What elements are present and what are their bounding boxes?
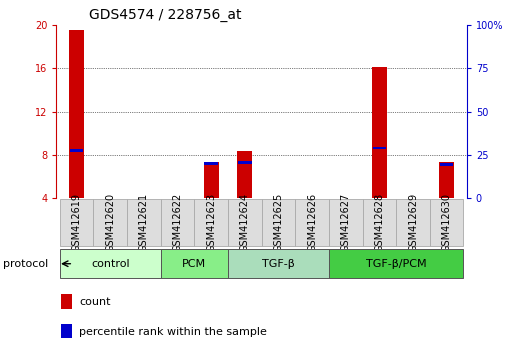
FancyBboxPatch shape [228,199,262,246]
Text: GSM412628: GSM412628 [374,193,384,252]
FancyBboxPatch shape [396,199,430,246]
FancyBboxPatch shape [295,199,329,246]
Text: GSM412630: GSM412630 [442,193,451,252]
Text: GSM412626: GSM412626 [307,193,317,252]
FancyBboxPatch shape [194,199,228,246]
FancyBboxPatch shape [329,199,363,246]
FancyBboxPatch shape [161,199,194,246]
Bar [372,147,386,149]
Text: TGF-β: TGF-β [262,259,295,269]
Text: protocol: protocol [3,259,48,269]
Text: GSM412627: GSM412627 [341,193,351,252]
Text: GSM412622: GSM412622 [172,193,183,252]
Text: GSM412619: GSM412619 [72,193,82,252]
Bar [440,163,453,166]
FancyBboxPatch shape [161,249,228,278]
Text: control: control [91,259,130,269]
Text: GSM412623: GSM412623 [206,193,216,252]
Text: GSM412621: GSM412621 [139,193,149,252]
FancyBboxPatch shape [127,199,161,246]
Bar [61,294,72,309]
Text: GSM412624: GSM412624 [240,193,250,252]
Text: percentile rank within the sample: percentile rank within the sample [79,327,267,337]
Bar [61,324,72,338]
Text: GSM412629: GSM412629 [408,193,418,252]
Text: TGF-β/PCM: TGF-β/PCM [366,259,426,269]
FancyBboxPatch shape [363,199,396,246]
FancyBboxPatch shape [93,199,127,246]
Text: GSM412625: GSM412625 [273,193,284,252]
Text: GSM412620: GSM412620 [105,193,115,252]
Text: count: count [79,297,110,307]
Text: PCM: PCM [182,259,206,269]
FancyBboxPatch shape [60,199,93,246]
Bar [372,67,387,198]
Bar [204,162,218,165]
Bar [70,149,84,152]
Bar [237,150,252,198]
Bar [439,162,454,198]
FancyBboxPatch shape [60,249,161,278]
FancyBboxPatch shape [430,199,463,246]
FancyBboxPatch shape [329,249,463,278]
Bar [204,162,219,198]
Bar [69,30,84,198]
Bar [238,161,251,164]
FancyBboxPatch shape [228,249,329,278]
Text: GDS4574 / 228756_at: GDS4574 / 228756_at [89,8,242,22]
FancyBboxPatch shape [262,199,295,246]
